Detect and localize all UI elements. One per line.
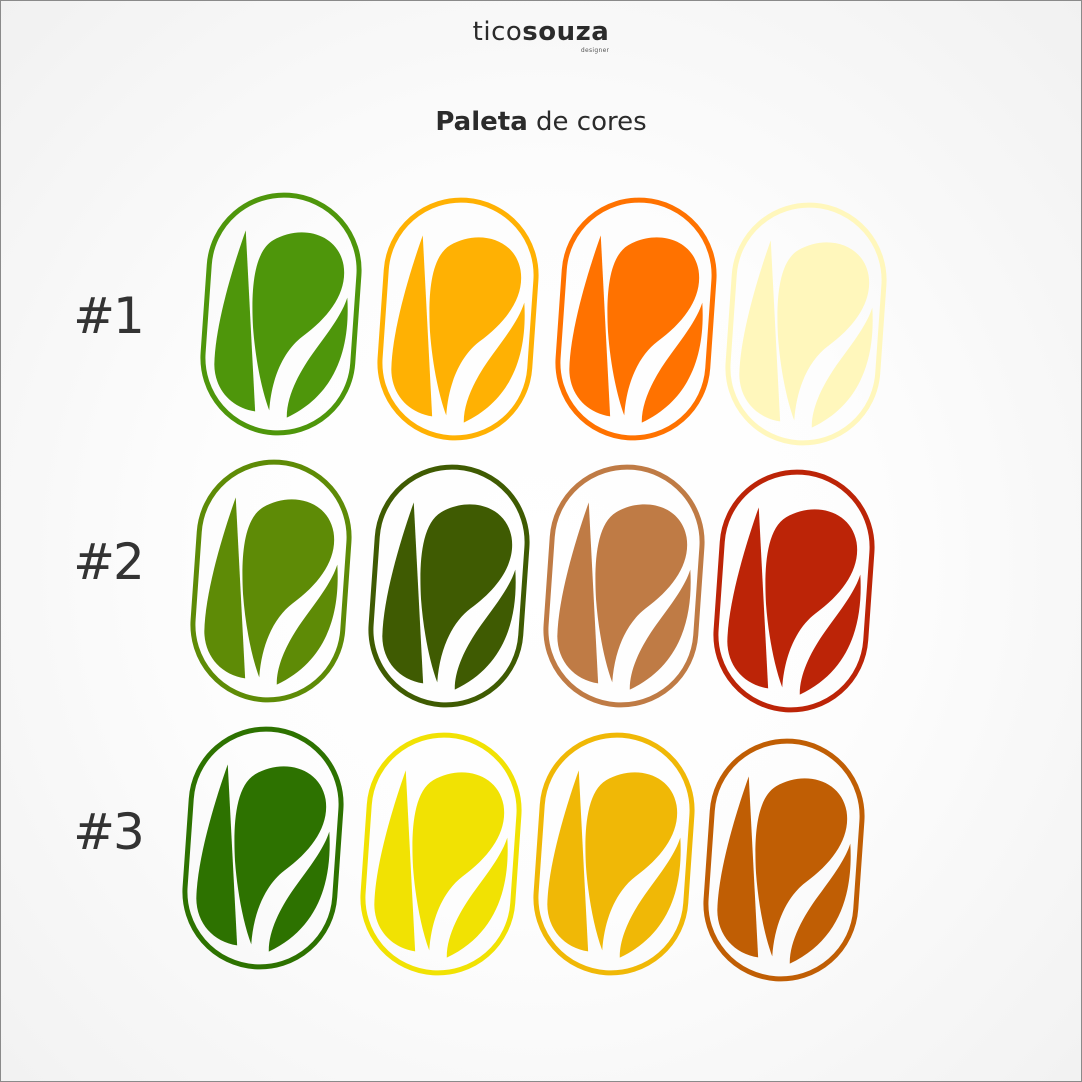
swatch-row1-1: [196, 189, 366, 439]
swatch-outline: [377, 197, 539, 441]
swatch-outline: [555, 197, 717, 441]
swatch-row3-4: [699, 735, 869, 985]
swatch-outline: [360, 732, 522, 976]
leaf-side-petal: [276, 564, 338, 685]
page-title: Paleta de cores: [1, 107, 1081, 137]
swatch-row2-4: [709, 466, 879, 716]
row-label-1: #1: [73, 287, 145, 345]
title-rest: de cores: [527, 107, 647, 137]
leaf-side-petal: [454, 569, 516, 690]
leaf-side-petal: [463, 302, 525, 423]
leaf-mark-icon: [368, 464, 530, 708]
leaf-main-petal: [755, 778, 848, 957]
swatch-row2-2: [364, 461, 534, 711]
leaf-inner-blade: [547, 770, 589, 952]
leaf-inner-blade: [196, 764, 238, 946]
leaf-main-petal: [765, 509, 858, 688]
brand-name-light: tico: [472, 17, 523, 47]
leaf-side-petal: [629, 569, 691, 690]
leaf-mark-icon: [543, 464, 705, 708]
swatch-outline: [368, 464, 530, 708]
leaf-inner-blade: [374, 770, 416, 952]
leaf-side-petal: [286, 297, 348, 418]
leaf-side-petal: [789, 843, 851, 964]
leaf-inner-blade: [204, 497, 246, 679]
leaf-side-petal: [811, 307, 873, 428]
swatch-row1-2: [373, 194, 543, 444]
swatch-outline: [543, 464, 705, 708]
brand-name-bold: souza: [522, 17, 610, 47]
swatch-row2-3: [539, 461, 709, 711]
leaf-side-petal: [799, 574, 861, 695]
leaf-inner-blade: [557, 502, 599, 684]
swatch-row3-3: [529, 729, 699, 979]
leaf-inner-blade: [727, 507, 769, 689]
leaf-main-petal: [607, 237, 700, 416]
swatch-row1-3: [551, 194, 721, 444]
leaf-side-petal: [446, 837, 508, 958]
leaf-main-petal: [777, 242, 870, 421]
leaf-mark-icon: [713, 469, 875, 713]
swatch-row1-4: [721, 199, 891, 449]
swatch-row2-1: [186, 456, 356, 706]
leaf-main-petal: [252, 232, 345, 411]
swatch-outline: [182, 726, 344, 970]
leaf-mark-icon: [555, 197, 717, 441]
leaf-mark-icon: [360, 732, 522, 976]
leaf-mark-icon: [533, 732, 695, 976]
leaf-main-petal: [585, 772, 678, 951]
leaf-side-petal: [619, 837, 681, 958]
swatch-outline: [703, 738, 865, 982]
leaf-main-petal: [420, 504, 513, 683]
leaf-main-petal: [242, 499, 335, 678]
leaf-inner-blade: [739, 240, 781, 422]
swatch-row3-2: [356, 729, 526, 979]
swatch-outline: [190, 459, 352, 703]
leaf-main-petal: [412, 772, 505, 951]
leaf-main-petal: [429, 237, 522, 416]
row-label-3: #3: [73, 803, 145, 861]
leaf-mark-icon: [725, 202, 887, 446]
leaf-mark-icon: [182, 726, 344, 970]
leaf-mark-icon: [703, 738, 865, 982]
leaf-inner-blade: [382, 502, 424, 684]
brand-logo: ticosouza designer: [1, 17, 1081, 54]
leaf-inner-blade: [214, 230, 256, 412]
leaf-mark-icon: [377, 197, 539, 441]
swatch-outline: [725, 202, 887, 446]
row-label-2: #2: [73, 533, 145, 591]
swatch-outline: [533, 732, 695, 976]
leaf-inner-blade: [717, 776, 759, 958]
swatch-row3-1: [178, 723, 348, 973]
leaf-main-petal: [595, 504, 688, 683]
leaf-mark-icon: [190, 459, 352, 703]
leaf-inner-blade: [391, 235, 433, 417]
swatch-outline: [200, 192, 362, 436]
swatch-outline: [713, 469, 875, 713]
leaf-side-petal: [641, 302, 703, 423]
title-bold-word: Paleta: [435, 107, 528, 137]
leaf-mark-icon: [200, 192, 362, 436]
leaf-side-petal: [268, 831, 330, 952]
brand-subtitle: designer: [580, 47, 610, 54]
leaf-inner-blade: [569, 235, 611, 417]
brand-wordmark: ticosouza designer: [472, 17, 610, 54]
leaf-main-petal: [234, 766, 327, 945]
